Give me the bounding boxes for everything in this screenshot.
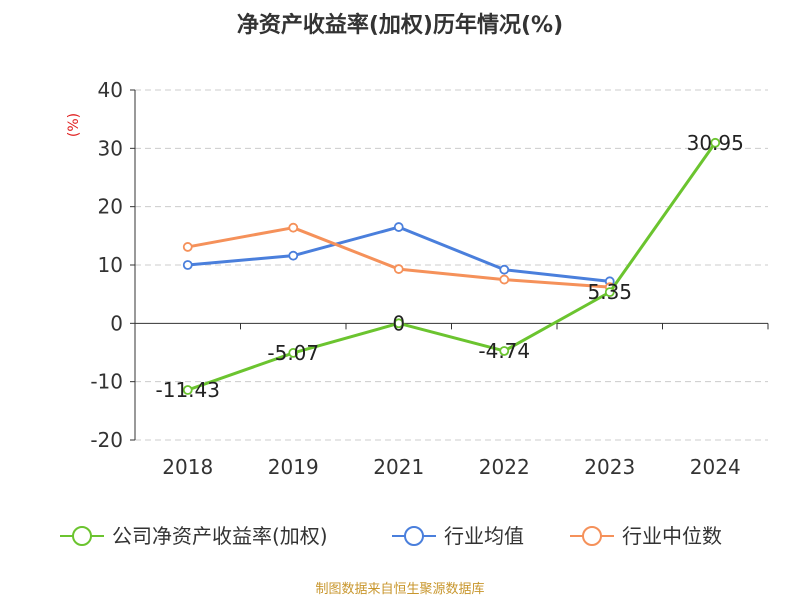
data-point: [499, 346, 510, 356]
x-tick-label: 2023: [584, 455, 635, 479]
data-point: [393, 318, 404, 329]
data-label: 30.95: [687, 131, 744, 155]
data-point: [393, 264, 404, 274]
data-point: [393, 222, 404, 232]
legend-marker: [404, 526, 424, 546]
legend-marker: [582, 526, 602, 546]
source-note: 制图数据来自恒生聚源数据库: [315, 581, 484, 597]
y-tick-label: -10: [90, 370, 123, 394]
data-point: [710, 137, 721, 148]
y-axis-label: (%): [66, 113, 82, 137]
series-line-2: [187, 226, 610, 289]
axes: [130, 89, 769, 441]
legend-label: 行业均值: [444, 524, 524, 548]
data-point: [182, 260, 193, 270]
data-point: [288, 250, 299, 261]
data-point: [182, 385, 193, 395]
data-point: [288, 222, 299, 233]
y-tick-label: 20: [98, 195, 123, 219]
y-tick-labels: 40 30 20 10 0 -10 -20: [90, 78, 123, 452]
legend-item: 行业中位数: [570, 524, 722, 548]
x-tick-label: 2021: [373, 455, 424, 479]
legend: 公司净资产收益率(加权) 行业均值 行业中位数: [60, 524, 722, 548]
data-point: [499, 274, 510, 285]
data-label: 5.35: [587, 280, 632, 304]
data-label: -11.43: [156, 378, 220, 402]
y-tick-label: -20: [90, 428, 123, 452]
chart-title: 净资产收益率(加权)历年情况(%): [237, 12, 563, 38]
y-tick-label: 10: [98, 253, 123, 277]
series-line-0: [187, 141, 717, 392]
data-label: -4.74: [478, 339, 530, 363]
data-point: [499, 264, 510, 275]
data-label: 0: [392, 311, 405, 335]
x-tick-label: 2018: [162, 455, 213, 479]
data-labels: -11.43 -5.07 0 -4.74 5.35 30.95: [156, 131, 744, 402]
data-label: -5.07: [267, 341, 319, 365]
legend-label: 公司净资产收益率(加权): [112, 524, 328, 548]
y-tick-label: 0: [110, 311, 123, 335]
series-group: [182, 137, 721, 395]
legend-item: 行业均值: [392, 524, 524, 548]
legend-marker: [72, 526, 92, 546]
data-point: [604, 287, 615, 298]
gridlines: [135, 89, 768, 441]
data-point: [288, 348, 299, 358]
data-point: [182, 242, 193, 252]
y-tick-label: 40: [98, 78, 123, 102]
x-tick-label: 2019: [268, 455, 319, 479]
y-tick-label: 30: [98, 136, 123, 160]
x-tick-labels: 2018 2019 2021 2022 2023 2024: [162, 455, 740, 479]
x-tick-label: 2022: [479, 455, 530, 479]
legend-item: 公司净资产收益率(加权): [60, 524, 328, 548]
legend-label: 行业中位数: [622, 524, 722, 548]
x-tick-label: 2024: [690, 455, 741, 479]
